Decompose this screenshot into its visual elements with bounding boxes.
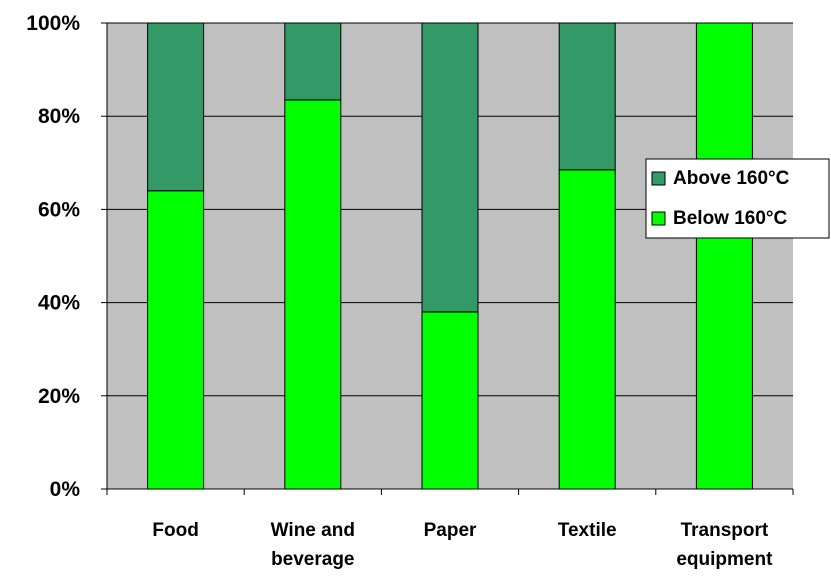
x-tick-label: Wine and beverage <box>271 520 355 570</box>
x-tick-label: Textile <box>558 520 617 541</box>
y-tick-label: 80% <box>38 105 80 128</box>
legend-swatch-below <box>651 211 666 226</box>
bar-segment-below-1 <box>147 190 205 490</box>
y-tick-label: 20% <box>38 385 80 408</box>
bar-segment-above-4 <box>558 22 616 171</box>
bar-segment-below-2 <box>284 99 342 490</box>
bar-segment-below-3 <box>421 311 479 490</box>
x-tick-label: Paper <box>424 520 477 541</box>
y-tick-label: 0% <box>50 478 81 501</box>
bar-segment-below-4 <box>558 169 616 490</box>
y-tick-label: 100% <box>26 12 80 35</box>
bar-segment-above-3 <box>421 22 479 313</box>
x-tick-label: Food <box>152 520 198 541</box>
legend-label-above: Above 160°C <box>673 168 790 189</box>
legend: Above 160°C Below 160°C <box>645 158 830 239</box>
x-tick-labels: Food Wine and beverage Paper Textile Transpor… <box>152 520 773 570</box>
legend-label-below: Below 160°C <box>673 208 788 229</box>
bars <box>147 22 753 490</box>
legend-swatch-above <box>651 171 666 186</box>
y-tick-label: 40% <box>38 292 80 315</box>
legend-box <box>645 158 830 239</box>
y-tick-labels: 0% 20% 40% 60% 80% 100% <box>26 12 80 501</box>
y-tick-label: 60% <box>38 198 80 221</box>
axes <box>101 22 794 495</box>
bar-segment-below-5 <box>695 22 753 490</box>
bar-segment-above-2 <box>284 22 342 101</box>
bar-segment-above-1 <box>147 22 205 192</box>
x-tick-label: Transport equipment <box>676 520 773 570</box>
